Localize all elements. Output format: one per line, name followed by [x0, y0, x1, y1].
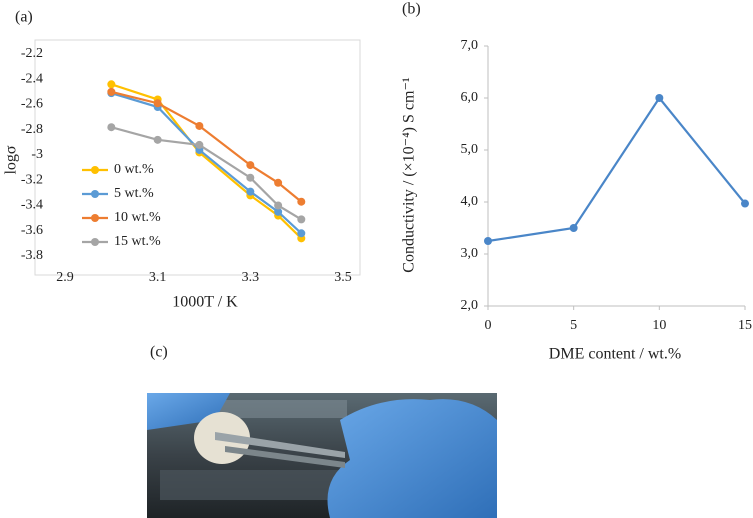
- y-tick-label: -3.4: [21, 198, 43, 213]
- data-point: [107, 123, 116, 132]
- data-point: [274, 207, 283, 216]
- legend-marker: [91, 166, 99, 174]
- x-tick-label: 5: [570, 318, 577, 333]
- x-tick-label: 15: [738, 318, 752, 333]
- plot-frame: [34, 39, 361, 276]
- panel-label: (c): [150, 344, 168, 361]
- data-point: [274, 178, 283, 187]
- series-line: [110, 83, 303, 240]
- x-tick-label: 3.3: [242, 270, 260, 285]
- data-point: [274, 201, 283, 210]
- data-point: [107, 87, 116, 96]
- data-point: [655, 94, 664, 102]
- data-point: [153, 135, 162, 144]
- legend-marker: [91, 238, 99, 246]
- y-tick-label: -3.2: [21, 172, 43, 187]
- y-tick-label: -2.6: [21, 97, 43, 112]
- x-tick-label: 0: [485, 318, 492, 333]
- y-tick-label: 7,0: [461, 38, 479, 53]
- y-tick-label: 2,0: [461, 298, 479, 313]
- series-line: [111, 90, 302, 203]
- y-tick-label: -2.2: [21, 46, 43, 61]
- series-line: [111, 92, 303, 235]
- data-point: [297, 229, 306, 238]
- y-tick-label: 3,0: [461, 246, 479, 261]
- panel-label: (b): [402, 1, 421, 18]
- data-point: [741, 199, 749, 208]
- y-tick-label: 6,0: [461, 90, 479, 105]
- photo: [147, 393, 497, 518]
- data-point: [107, 80, 116, 89]
- x-tick-label: 3.5: [334, 270, 352, 285]
- series-line: [111, 126, 302, 221]
- y-tick-label: 4,0: [461, 194, 479, 209]
- data-point: [195, 121, 204, 130]
- series-line: [487, 96, 746, 243]
- data-point: [484, 237, 492, 245]
- legend-label: 15 wt.%: [114, 234, 161, 249]
- y-tick-label: 5,0: [461, 142, 479, 157]
- x-tick-label: 3.1: [149, 270, 167, 285]
- y-axis-label: logσ: [3, 145, 20, 174]
- x-tick-label: 2.9: [56, 270, 74, 285]
- y-tick-label: -3.6: [21, 223, 43, 238]
- legend-marker: [91, 190, 99, 198]
- x-axis-label: DME content / wt.%: [549, 346, 681, 363]
- legend-label: 5 wt.%: [114, 186, 154, 201]
- x-axis-label: 1000T / K: [172, 294, 238, 311]
- panel-label: (a): [15, 9, 33, 26]
- data-point: [195, 140, 204, 149]
- data-point: [297, 197, 306, 206]
- data-point: [297, 215, 306, 224]
- data-point: [569, 224, 578, 232]
- y-tick-label: -3.8: [21, 248, 43, 263]
- legend-label: 0 wt.%: [114, 162, 154, 177]
- data-point: [246, 187, 255, 196]
- y-tick-label: -2.4: [21, 71, 43, 86]
- legend-marker: [91, 214, 99, 222]
- y-tick-label: -3: [31, 147, 43, 162]
- data-point: [246, 161, 255, 170]
- x-tick-label: 10: [652, 318, 666, 333]
- legend-label: 10 wt.%: [114, 210, 161, 225]
- y-tick-label: -2.8: [21, 122, 43, 137]
- data-point: [246, 173, 255, 182]
- y-axis-label: Conductivity / (×10⁻⁴) S cm⁻¹: [401, 77, 418, 273]
- data-point: [153, 99, 162, 108]
